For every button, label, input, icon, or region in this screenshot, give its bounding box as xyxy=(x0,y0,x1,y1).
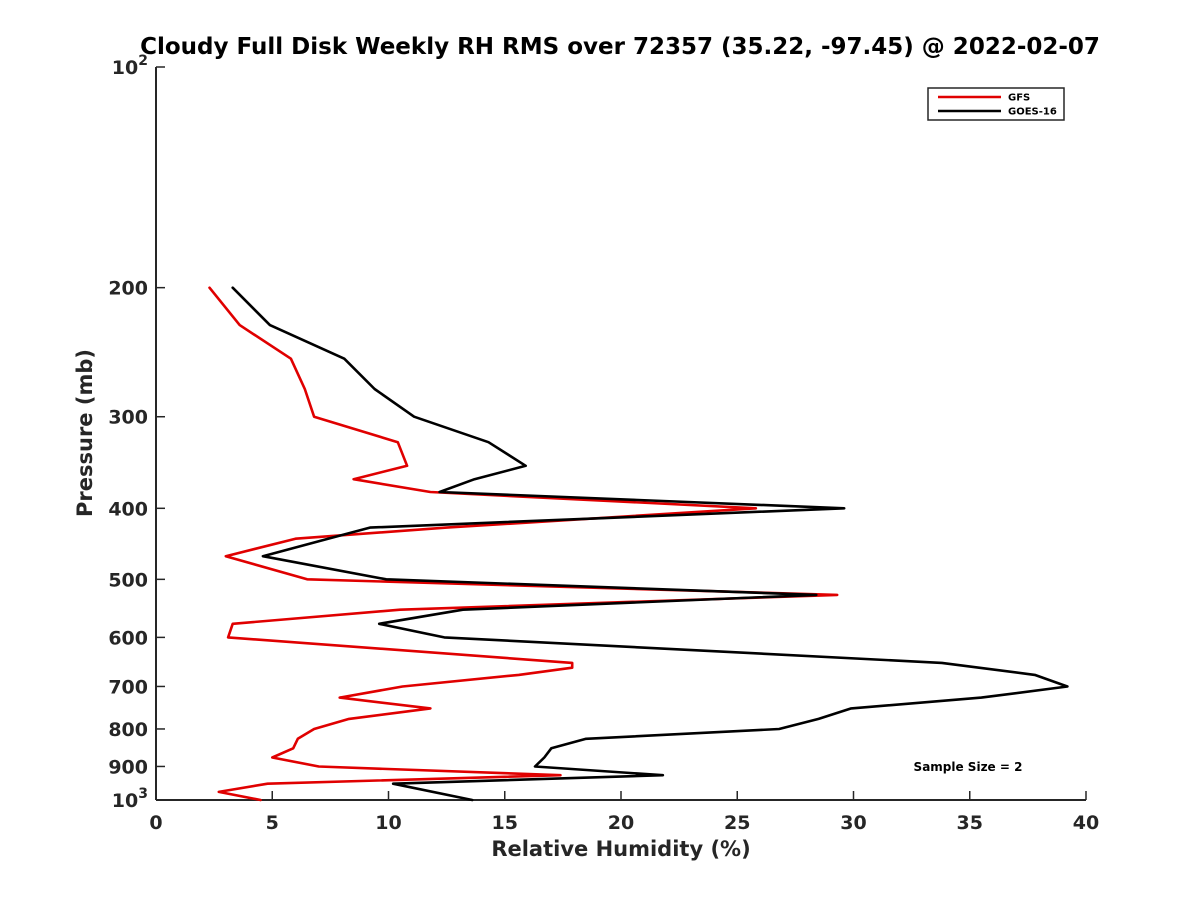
y-tick-label: 600 xyxy=(108,627,148,649)
x-axis-ticks: 0 5 10 15 20 25 30 35 40 xyxy=(149,791,1099,834)
y-tick-label: 200 xyxy=(108,278,148,300)
plot-area xyxy=(155,67,1086,801)
y-tick-label: 500 xyxy=(108,569,148,591)
series-line-goes-16 xyxy=(231,286,1069,802)
y-tick-label: 102 xyxy=(112,53,148,79)
x-tick-label: 30 xyxy=(840,812,866,834)
x-tick-label: 5 xyxy=(266,812,279,834)
x-tick-label: 25 xyxy=(724,812,750,834)
x-tick-label: 35 xyxy=(957,812,983,834)
y-tick-label: 400 xyxy=(108,498,148,520)
y-tick-label: 900 xyxy=(108,756,148,778)
y-axis-ticks: 102 200 300 400 500 600 700 800 900 103 xyxy=(108,53,165,812)
x-tick-label: 40 xyxy=(1073,812,1099,834)
legend-label: GFS xyxy=(1008,93,1030,104)
y-tick-label: 103 xyxy=(112,786,148,812)
x-tick-label: 0 xyxy=(149,812,162,834)
y-tick-label: 800 xyxy=(108,719,148,741)
x-axis-label: Relative Humidity (%) xyxy=(491,837,750,861)
legend-box xyxy=(927,87,1065,121)
series-line-gfs xyxy=(208,286,839,802)
sample-size-note: Sample Size = 2 xyxy=(914,760,1023,774)
x-tick-label: 20 xyxy=(608,812,634,834)
y-axis-label: Pressure (mb) xyxy=(73,349,97,517)
legend: GFS GOES-16 xyxy=(927,87,1065,121)
x-tick-label: 10 xyxy=(375,812,401,834)
series-layer xyxy=(208,286,1069,802)
chart-title: Cloudy Full Disk Weekly RH RMS over 7235… xyxy=(140,34,1100,60)
x-tick-label: 15 xyxy=(492,812,518,834)
legend-label: GOES-16 xyxy=(1008,107,1057,118)
y-tick-label: 300 xyxy=(108,407,148,429)
y-tick-label: 700 xyxy=(108,676,148,698)
